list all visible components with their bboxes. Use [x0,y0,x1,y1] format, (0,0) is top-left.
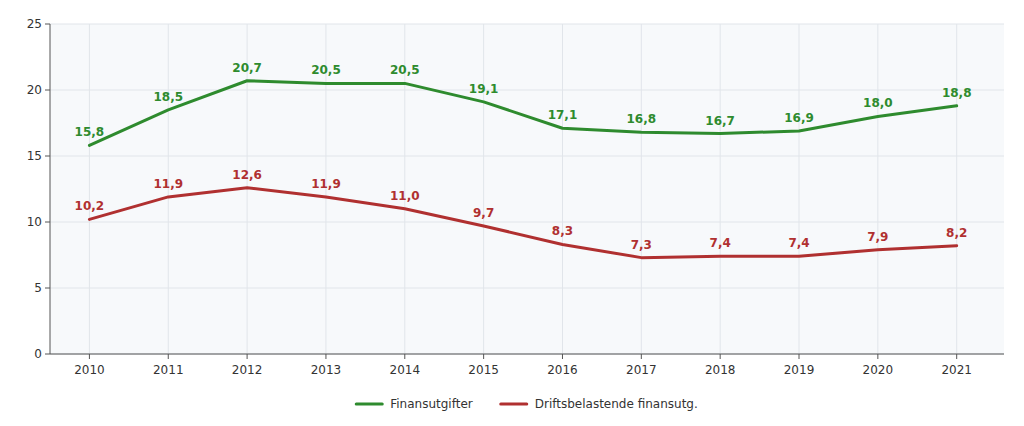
data-label: 10,2 [75,199,105,213]
data-label: 9,7 [473,206,494,220]
grid-line-y [50,354,1004,355]
legend-swatch [501,403,527,406]
data-label: 7,3 [631,238,652,252]
data-label: 20,5 [311,63,341,77]
y-tick-label: 20 [27,83,42,97]
x-tick [641,354,642,359]
grid-line-x [641,24,642,354]
x-tick [168,354,169,359]
data-label: 11,9 [311,177,341,191]
legend: Finansutgifter Driftsbelastende finansutg… [356,397,698,411]
x-tick-label: 2016 [547,363,578,377]
x-axis-line [50,354,1004,355]
data-label: 11,9 [153,177,183,191]
grid [50,24,1004,354]
x-tick [877,354,878,359]
data-label: 18,8 [942,86,972,100]
y-tick [45,222,50,223]
data-label: 12,6 [232,168,262,182]
x-tick [720,354,721,359]
legend-item: Driftsbelastende finansutg. [501,397,698,411]
legend-label: Finansutgifter [390,397,473,411]
data-label: 16,7 [705,114,735,128]
x-tick-label: 2011 [153,363,184,377]
grid-line-y [50,156,1004,157]
plot-background [50,24,1004,354]
y-tick-label: 5 [34,281,42,295]
grid-line-x [483,24,484,354]
data-label: 18,5 [153,90,183,104]
x-tick-label: 2021 [941,363,972,377]
x-tick-label: 2020 [863,363,894,377]
data-label: 7,4 [710,236,731,250]
data-label: 18,0 [863,96,893,110]
data-labels: 15,8 18,5 20,7 20,5 20,5 19,1 17,1 16,8 16,7 16,9… [75,61,972,252]
x-tick-label: 2017 [626,363,657,377]
legend-label: Driftsbelastende finansutg. [535,397,698,411]
grid-line-x [89,24,90,354]
x-tick [483,354,484,359]
y-tick-label: 25 [27,17,42,31]
x-tick-label: 2019 [784,363,815,377]
x-tick-label: 2012 [232,363,263,377]
grid-line-x [799,24,800,354]
data-label: 20,7 [232,61,262,75]
x-tick [404,354,405,359]
data-label: 19,1 [469,82,499,96]
data-label: 20,5 [390,63,420,77]
x-tick [562,354,563,359]
x-tick [247,354,248,359]
lines [89,81,956,258]
x-tick-label: 2013 [311,363,342,377]
x-tick [799,354,800,359]
series-line [89,188,956,258]
x-tick-label: 2018 [705,363,736,377]
data-label: 16,9 [784,111,814,125]
grid-line-x [877,24,878,354]
y-tick-label: 15 [27,149,42,163]
data-label: 16,8 [627,112,657,126]
y-tick [45,354,50,355]
grid-line-x [720,24,721,354]
y-tick [45,288,50,289]
grid-line-x [956,24,957,354]
legend-swatch [356,403,382,406]
grid-line-y [50,222,1004,223]
y-tick [45,156,50,157]
x-tick-label: 2015 [468,363,499,377]
x-tick [89,354,90,359]
x-tick-label: 2014 [390,363,421,377]
grid-line-y [50,90,1004,91]
y-tick-label: 0 [34,347,42,361]
x-tick [956,354,957,359]
series-line [89,81,956,146]
axes: 0 5 10 15 20 25 2010 2011 2012 2013 2014 2015 2016 20… [27,17,1004,378]
page: {"chart_data": {"type": "line", "x": [20… [0,0,1024,426]
x-tick [325,354,326,359]
y-tick [45,24,50,25]
y-axis-line [50,24,51,354]
data-label: 7,4 [788,236,809,250]
legend-item: Finansutgifter [356,397,473,411]
data-label: 8,3 [552,224,573,238]
y-tick-label: 10 [27,215,42,229]
data-label: 11,0 [390,189,420,203]
y-tick [45,90,50,91]
grid-line-y [50,288,1004,289]
data-label: 17,1 [548,108,578,122]
data-label: 15,8 [75,125,105,139]
data-label: 7,9 [867,230,888,244]
grid-line-x [562,24,563,354]
data-label: 8,2 [946,226,967,240]
chart: 0 5 10 15 20 25 2010 2011 2012 2013 2014 2015 2016 20… [0,0,1024,426]
grid-line-y [50,24,1004,25]
x-tick-label: 2010 [74,363,105,377]
